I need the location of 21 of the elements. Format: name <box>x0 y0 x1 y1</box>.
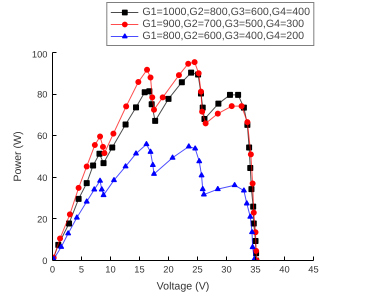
y-tick-label: 80 <box>37 90 48 100</box>
x-tick-label: 40 <box>279 264 290 274</box>
y-tick-label: 40 <box>37 172 48 183</box>
x-tick-label: 20 <box>163 264 174 274</box>
y-tick-label: 100 <box>32 50 48 60</box>
x-tick-label: 5 <box>78 264 84 274</box>
x-tick-label: 10 <box>105 264 116 274</box>
legend-label: G1=900,G2=700,G3=500,G4=300 <box>142 18 304 30</box>
y-tick-label: 20 <box>37 214 48 224</box>
y-tick-label: 0 <box>42 256 48 266</box>
legend-label: G1=800,G2=600,G3=400,G4=200 <box>142 30 304 42</box>
x-tick-label: 25 <box>192 264 203 274</box>
x-tick-label: 35 <box>250 264 261 274</box>
x-axis-title: Voltage (V) <box>156 280 210 292</box>
y-tick-label: 60 <box>37 131 48 142</box>
x-tick-label: 0 <box>50 264 56 274</box>
x-tick-label: 30 <box>221 264 232 274</box>
legend-label: G1=1000,G2=800,G3=600,G4=400 <box>142 6 310 18</box>
x-tick-label: 15 <box>134 264 145 274</box>
x-tick-label: 45 <box>308 264 319 274</box>
y-axis-title: Power (W) <box>12 131 24 182</box>
